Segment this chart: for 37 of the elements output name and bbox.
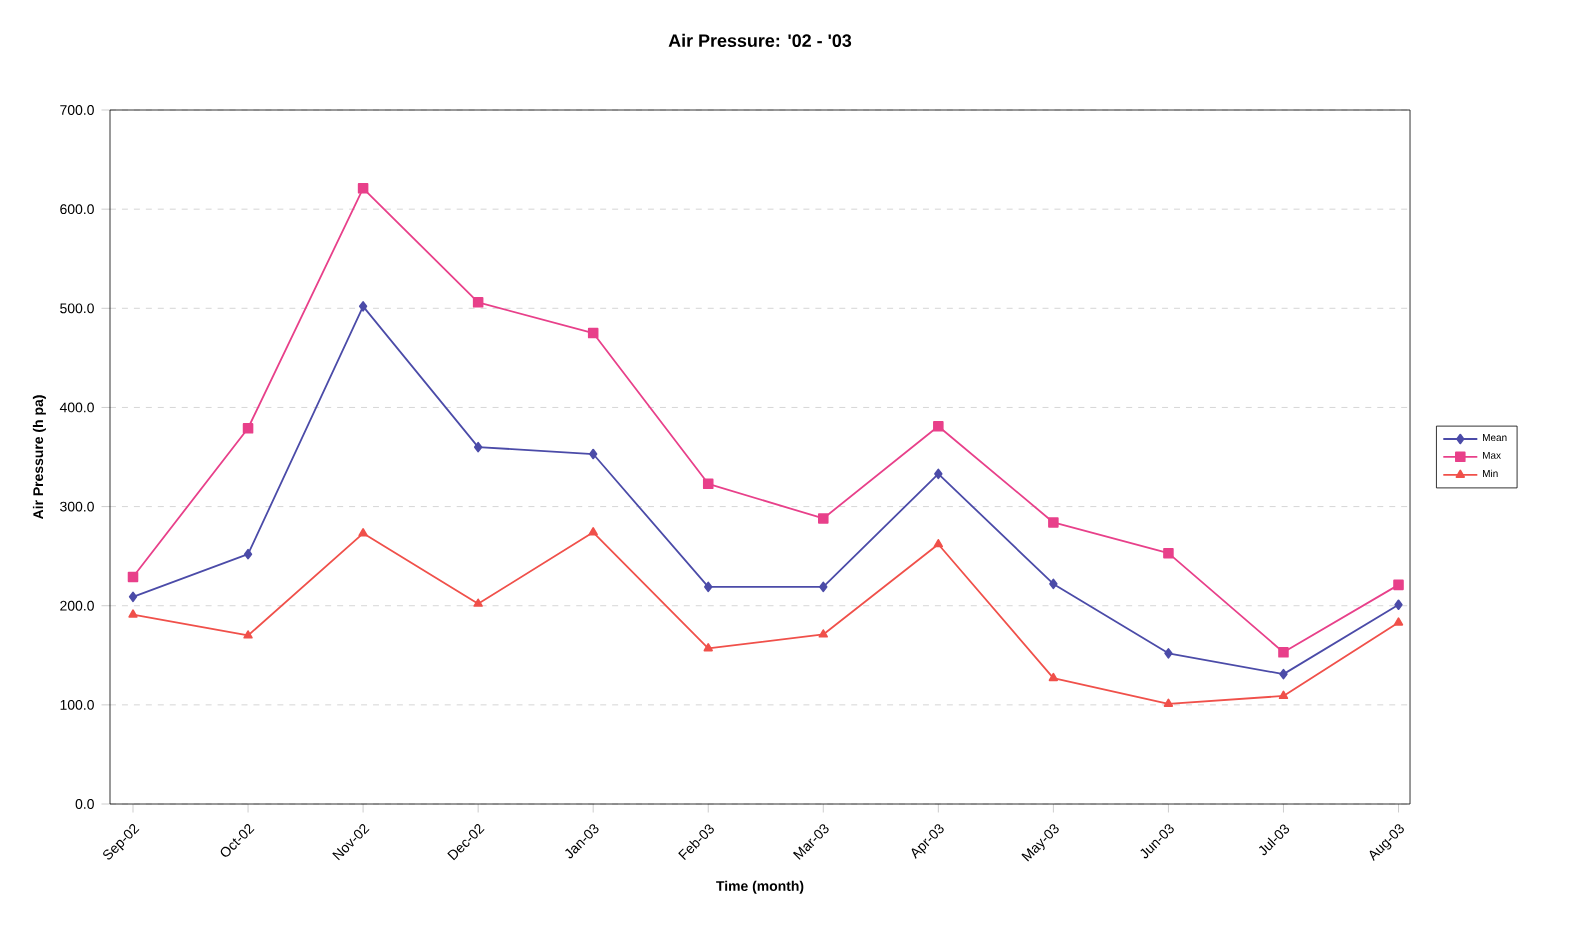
point	[1163, 547, 1174, 559]
point	[704, 581, 713, 593]
point	[1163, 698, 1174, 707]
point	[703, 643, 713, 652]
point	[1048, 672, 1059, 682]
point	[819, 581, 828, 593]
point	[243, 630, 253, 639]
point	[472, 297, 484, 308]
point	[1278, 690, 1289, 700]
point	[473, 598, 483, 607]
point	[127, 571, 139, 583]
point	[588, 527, 598, 536]
point	[933, 538, 944, 548]
point	[818, 629, 828, 638]
point	[1048, 517, 1059, 528]
point	[1049, 578, 1058, 590]
point	[587, 327, 599, 339]
point	[1279, 668, 1288, 680]
point	[473, 441, 483, 453]
point	[242, 422, 254, 434]
chart-title: Air Pressure: '02 - '03	[668, 33, 852, 47]
point	[1394, 599, 1403, 611]
point	[128, 609, 138, 618]
point	[358, 528, 368, 537]
point	[243, 548, 253, 560]
point	[934, 468, 943, 480]
point	[589, 448, 598, 460]
point	[128, 591, 138, 603]
point	[1393, 617, 1404, 626]
point	[1393, 579, 1404, 591]
point	[1278, 647, 1289, 658]
point	[818, 513, 829, 524]
point	[702, 478, 714, 490]
point	[358, 301, 368, 312]
point	[933, 420, 944, 432]
point	[1164, 648, 1173, 659]
point	[357, 183, 369, 194]
